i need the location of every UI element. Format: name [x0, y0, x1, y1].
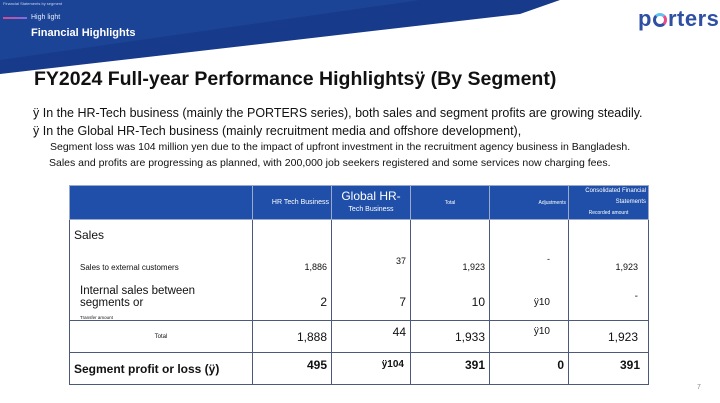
header-consolidated-main: Consolidated Financial Statements: [585, 188, 646, 205]
cell-value: 391: [410, 352, 490, 385]
cell-value: ÿ10: [489, 320, 569, 353]
row-label-external: Sales to external customers: [69, 249, 253, 285]
internal-label-main: Internal sales between segments or: [80, 284, 196, 309]
header-adjustments: Adjustments: [489, 185, 569, 220]
cell-value: -: [568, 284, 649, 321]
cell-value: 10: [410, 284, 490, 321]
kicker-accent-line: [3, 17, 27, 19]
tiny-header-text: Financial Statements by segment: [3, 1, 63, 6]
header-consolidated: Consolidated Financial Statements Recorde…: [568, 185, 649, 220]
cell-value: 44: [331, 320, 411, 353]
table-row-total: Total 1,888 44 1,933 ÿ10 1,923: [69, 320, 649, 353]
cell-value: 0: [489, 352, 569, 385]
cell-value: ÿ10: [489, 284, 569, 321]
section-title: Financial Highlights: [31, 27, 136, 39]
page-number: 7: [697, 384, 701, 391]
kicker-label: High light: [31, 14, 61, 21]
table-row-internal: Internal sales between segments or Transf…: [69, 284, 649, 321]
header-blank: [69, 185, 253, 220]
bullet-hr-tech: ÿ In the HR-Tech business (mainly the PO…: [33, 106, 643, 120]
cell-empty: [489, 219, 569, 250]
row-label-internal: Internal sales between segments or Transf…: [69, 284, 253, 321]
header-global-sub: Tech Business: [348, 205, 394, 213]
cell-value: 7: [331, 284, 411, 321]
cell-value: 1,923: [568, 320, 649, 353]
cell-value: 1,923: [410, 249, 490, 285]
cell-empty: [410, 219, 490, 250]
row-label-sales: Sales: [69, 219, 253, 250]
cell-value: 2: [252, 284, 332, 321]
cell-value: 1,888: [252, 320, 332, 353]
cell-value: 1,886: [252, 249, 332, 285]
header-consolidated-sub: Recorded amount: [588, 210, 629, 216]
cell-value: ÿ104: [331, 352, 411, 385]
sub-line-progress: Sales and profits are progressing as pla…: [49, 157, 611, 169]
cell-value: 495: [252, 352, 332, 385]
cell-value: 37: [331, 249, 411, 285]
sub-line-loss: Segment loss was 104 million yen due to …: [50, 141, 631, 153]
internal-label-note: Transfer amount: [80, 314, 113, 320]
cell-empty: [568, 219, 649, 250]
bullet-global-hr-tech: ÿ In the Global HR-Tech business (mainly…: [33, 124, 522, 138]
header-banner: [0, 0, 720, 74]
table-row-profit: Segment profit or loss (ÿ) 495 ÿ104 391 …: [69, 352, 649, 385]
page-title: FY2024 Full-year Performance Highlightsÿ…: [34, 68, 557, 90]
table-row-sales: Sales: [69, 219, 649, 250]
header-total: Total: [410, 185, 490, 220]
table-row-external: Sales to external customers 1,886 37 1,9…: [69, 249, 649, 285]
table-header-row: HR Tech Business Global HR- Tech Business…: [69, 185, 649, 220]
cell-empty: [252, 219, 332, 250]
cell-value: 1,933: [410, 320, 490, 353]
header-hr-tech: HR Tech Business: [252, 185, 332, 220]
cell-value: 1,923: [568, 249, 649, 285]
cell-value: -: [489, 249, 569, 285]
row-label-profit: Segment profit or loss (ÿ): [69, 352, 253, 385]
logo-o-icon: [652, 13, 667, 27]
segment-table: HR Tech Business Global HR- Tech Business…: [69, 185, 649, 385]
header-global-hr-tech: Global HR- Tech Business: [331, 185, 411, 220]
logo-text-start: p: [638, 6, 652, 31]
cell-empty: [331, 219, 411, 250]
logo-text-end: rters: [667, 6, 720, 31]
porters-logo: p rters: [638, 6, 719, 32]
cell-value: 391: [568, 352, 649, 385]
row-label-total: Total: [69, 320, 253, 353]
header-global-main: Global HR-: [341, 188, 401, 203]
